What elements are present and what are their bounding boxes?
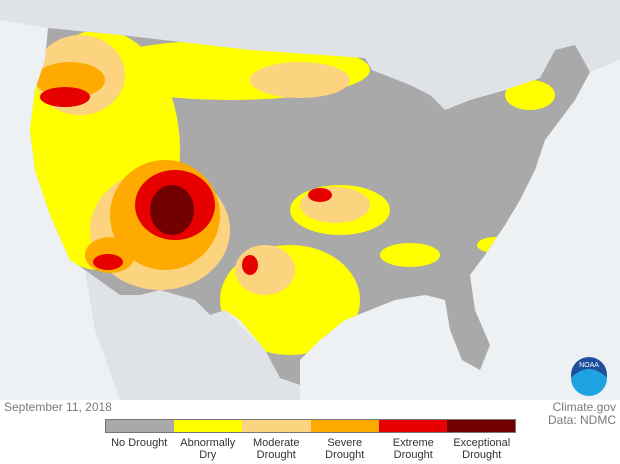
legend-swatch (174, 420, 243, 432)
region (40, 87, 90, 107)
drought-map: NOAA (0, 0, 620, 400)
mexico (85, 270, 300, 400)
legend-swatch (106, 420, 175, 432)
legend-label: Extreme Drought (392, 437, 434, 461)
legend-swatch (378, 420, 447, 432)
legend-label: Severe Drought (325, 437, 365, 461)
region (308, 188, 332, 202)
noaa-logo: NOAA (571, 357, 607, 396)
legend-label: No Drought (111, 437, 168, 449)
legend-label: Exceptional Drought (453, 437, 511, 461)
canada (0, 0, 620, 110)
region (242, 255, 258, 275)
legend-swatch (242, 420, 311, 432)
legend-swatch (446, 420, 516, 432)
region (380, 243, 440, 267)
legend-label: Abnormally Dry (180, 437, 236, 461)
region (93, 254, 123, 270)
date: September 11, 2018 (4, 400, 112, 414)
legend-label: Moderate Drought (253, 437, 300, 461)
legend-swatch (310, 420, 379, 432)
svg-text:NOAA: NOAA (579, 362, 599, 369)
source: Climate.gov (552, 400, 616, 414)
credit: Data: NDMC (547, 413, 616, 427)
legend-bar (105, 419, 516, 433)
region (505, 80, 555, 110)
legend-labels: No Drought Abnormally Dry Moderate Drought… (105, 437, 516, 461)
region (250, 62, 350, 98)
region (150, 185, 194, 235)
